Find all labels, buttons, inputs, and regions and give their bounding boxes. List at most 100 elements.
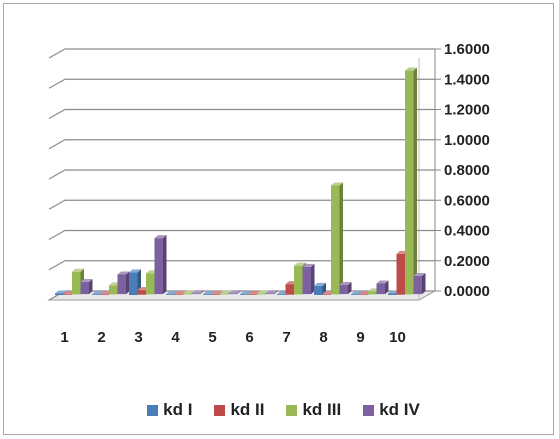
bar-front <box>331 185 340 295</box>
bar-top <box>129 269 141 273</box>
bar-front <box>285 284 294 295</box>
gridline <box>48 229 435 241</box>
bar-kd-iv-1 <box>80 279 93 295</box>
bars <box>55 67 426 295</box>
bar-top <box>92 291 104 295</box>
bar-top <box>413 272 426 276</box>
bar-top <box>211 290 224 294</box>
gridline <box>48 169 435 180</box>
y-tick-label: 0.8000 <box>444 162 490 179</box>
bar-top <box>240 291 252 295</box>
bar-front <box>302 266 311 295</box>
bar-front <box>146 273 155 295</box>
bar-front <box>63 293 72 295</box>
bar-front <box>92 294 101 295</box>
y-tick-label: 1.4000 <box>444 71 490 88</box>
bar-front <box>183 293 192 295</box>
x-tick-labels: 1 2 3 4 5 6 7 8 9 10 <box>60 329 406 346</box>
bar-kd-iii-8 <box>331 182 343 295</box>
y-tick-label: 0.6000 <box>444 192 490 209</box>
bar-front <box>368 291 377 295</box>
legend-label: kd II <box>230 400 265 419</box>
gridline <box>48 48 435 59</box>
legend-swatch <box>286 404 298 416</box>
bar-front <box>80 282 89 295</box>
chart-frame: 0.0000 0.2000 0.4000 0.6000 0.8000 1.0000 1.20… <box>3 3 554 435</box>
bar-top <box>174 290 187 294</box>
y-tick-label: 0.2000 <box>444 253 490 270</box>
x-tick-label: 8 <box>319 329 327 346</box>
bar-side <box>339 182 343 295</box>
bar-side <box>237 290 241 295</box>
bar-side <box>126 271 130 295</box>
bar-front <box>174 293 183 295</box>
gridlines: 0.0000 0.2000 0.4000 0.6000 0.8000 1.0000 1.20… <box>48 41 490 301</box>
bar-top <box>203 291 215 295</box>
x-tick-label: 5 <box>208 329 216 346</box>
x-tick-label: 10 <box>389 329 406 346</box>
legend-item: kd III <box>286 400 341 420</box>
legend-label: kd IV <box>379 400 420 419</box>
bar-front <box>211 293 220 295</box>
y-tick-label: 1.0000 <box>444 132 490 149</box>
bar-front <box>413 275 422 295</box>
bar-top <box>166 291 178 295</box>
bar-top <box>80 279 93 282</box>
legend-swatch <box>214 404 226 416</box>
bar-top <box>351 291 363 295</box>
bar-kd-iv-8 <box>339 282 352 295</box>
bar-front <box>314 285 323 295</box>
bar-kd-iv-9 <box>376 280 389 295</box>
bar-front <box>117 274 126 295</box>
bar-front <box>277 294 286 295</box>
bar-top <box>331 182 343 186</box>
bar-front <box>203 294 212 295</box>
bar-side <box>413 67 417 295</box>
y-tick-label: 0.0000 <box>444 283 490 300</box>
bar-kd-iv-3 <box>154 235 167 295</box>
bar-front <box>339 285 348 295</box>
bar-front <box>137 290 146 295</box>
bar-side <box>311 263 315 295</box>
bar-front <box>376 283 385 295</box>
bar-top <box>302 263 315 267</box>
bar-top <box>72 268 84 272</box>
bar-front <box>294 265 303 295</box>
y-tick-label: 1.6000 <box>444 41 490 58</box>
bar-top <box>248 290 261 294</box>
x-tick-label: 2 <box>97 329 105 346</box>
bar-front <box>129 272 138 295</box>
legend-item: kd I <box>147 400 192 420</box>
bar-front <box>154 238 163 295</box>
bar-front <box>359 293 368 295</box>
bar-top <box>228 290 241 294</box>
bar-top <box>376 280 389 284</box>
bar-top <box>183 290 195 294</box>
bar-front <box>55 293 64 295</box>
bar-front <box>72 271 81 295</box>
x-tick-label: 4 <box>171 329 180 346</box>
bar-top <box>117 271 130 275</box>
x-tick-label: 1 <box>60 329 68 346</box>
bar-front <box>191 293 200 295</box>
bar-front <box>388 293 397 295</box>
bar-front <box>405 70 414 295</box>
bar-front <box>166 294 175 295</box>
bar-top <box>265 290 278 294</box>
bar-side <box>348 282 352 295</box>
bar-front <box>351 294 360 295</box>
bar-front <box>220 293 229 295</box>
y-tick-label: 1.2000 <box>444 102 490 119</box>
legend-item: kd II <box>214 400 264 420</box>
gridline <box>48 108 435 120</box>
legend: kd I kd II kd III kd IV <box>4 396 559 424</box>
bar-kd-iv-4 <box>191 290 204 295</box>
bar-kd-iii-10 <box>405 67 417 295</box>
gridline <box>48 199 435 210</box>
bar-front <box>322 293 331 295</box>
bar-top <box>314 282 326 286</box>
bar-top <box>294 262 306 266</box>
bar-front <box>228 293 237 295</box>
bar-kd-iv-10 <box>413 272 426 295</box>
chart-walls <box>47 49 437 301</box>
